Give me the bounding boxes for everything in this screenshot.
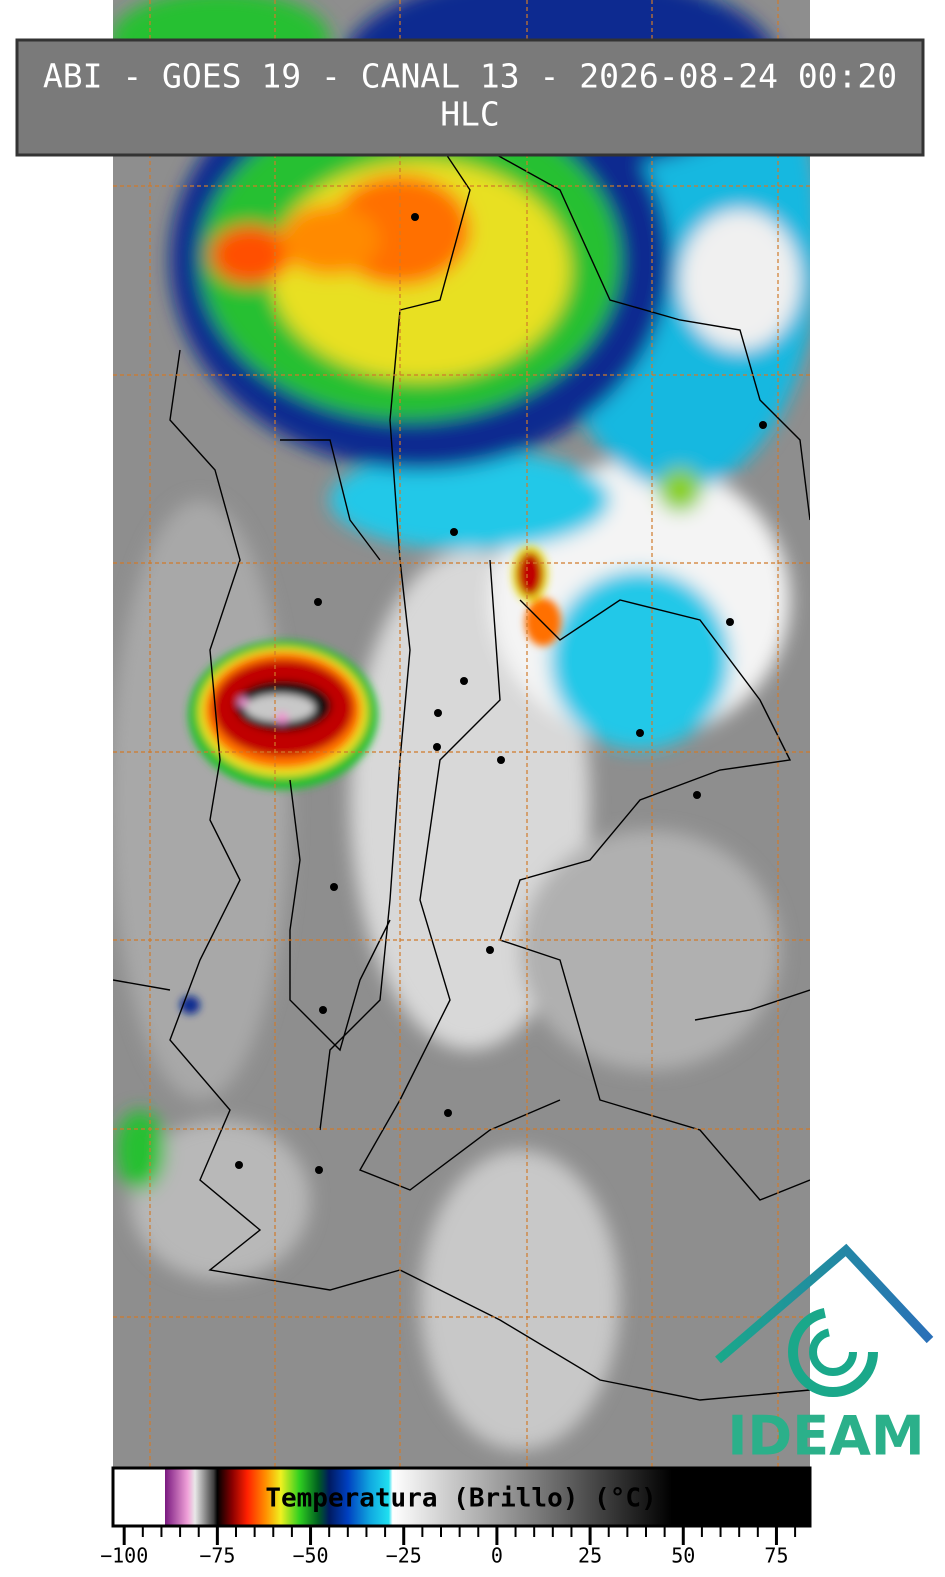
border <box>319 129 471 1131</box>
cloud <box>210 225 290 285</box>
colorbar-tick-label: 25 <box>578 1544 602 1568</box>
border <box>469 139 810 521</box>
cloud <box>113 500 290 1100</box>
cloud <box>130 1120 310 1280</box>
logo-roof <box>715 1243 934 1364</box>
city <box>330 883 338 891</box>
logo-swirl <box>809 1328 857 1376</box>
city <box>759 421 767 429</box>
city <box>693 791 701 799</box>
cloud <box>658 468 702 512</box>
city <box>460 677 468 685</box>
colorbar-tick-label: 50 <box>671 1544 695 1568</box>
cloud <box>680 210 800 350</box>
cell-ring <box>525 598 561 646</box>
border <box>280 439 381 561</box>
colorbar-tick-label: −25 <box>386 1544 422 1568</box>
cloud <box>520 830 780 1070</box>
city <box>315 1166 323 1174</box>
city <box>486 946 494 954</box>
title-box: ABI - GOES 19 - CANAL 13 - 2026-08-24 00… <box>15 38 925 157</box>
cloud <box>280 205 380 275</box>
city <box>433 743 441 751</box>
city <box>636 729 644 737</box>
colorbar-tick-label: −100 <box>100 1544 148 1568</box>
city <box>444 1109 452 1117</box>
colorbar-label: Temperatura (Brillo) (°C) <box>265 1484 656 1514</box>
border <box>694 989 810 1021</box>
border <box>499 599 810 1201</box>
city <box>411 213 419 221</box>
cell-core <box>238 697 248 707</box>
satellite-image <box>113 0 810 1468</box>
cell-ring <box>245 694 315 722</box>
colorbar-ramp <box>111 1466 812 1528</box>
city <box>235 1161 243 1169</box>
border <box>358 559 561 1191</box>
colorbar-tick-label: −75 <box>199 1544 235 1568</box>
city <box>450 528 458 536</box>
cloud <box>420 1150 620 1450</box>
cell-ring <box>517 552 543 596</box>
colorbar-tick-label: −50 <box>292 1544 328 1568</box>
colorbar-tick-label: 75 <box>764 1544 788 1568</box>
logo-text: IDEAM <box>727 1405 924 1468</box>
subtitle: HLC <box>440 95 500 134</box>
logo: IDEAM <box>715 1243 934 1468</box>
cloud <box>115 1110 165 1190</box>
colorbar: Temperatura (Brillo) (°C) −100 −75 −50 −25 0… <box>100 1466 812 1568</box>
border <box>113 979 171 991</box>
cell-core <box>276 712 288 724</box>
cloud <box>550 570 730 750</box>
title-background <box>15 38 925 157</box>
colorbar-tick-label: 0 <box>491 1544 503 1568</box>
city <box>726 618 734 626</box>
logo-swirl <box>788 1307 878 1397</box>
city <box>497 756 505 764</box>
title: ABI - GOES 19 - CANAL 13 - 2026-08-24 00… <box>43 57 897 96</box>
borders <box>113 129 810 1401</box>
border <box>169 349 810 1401</box>
city <box>434 709 442 717</box>
city <box>314 598 322 606</box>
cities <box>235 213 767 1174</box>
city <box>319 1006 327 1014</box>
border <box>289 779 391 1052</box>
